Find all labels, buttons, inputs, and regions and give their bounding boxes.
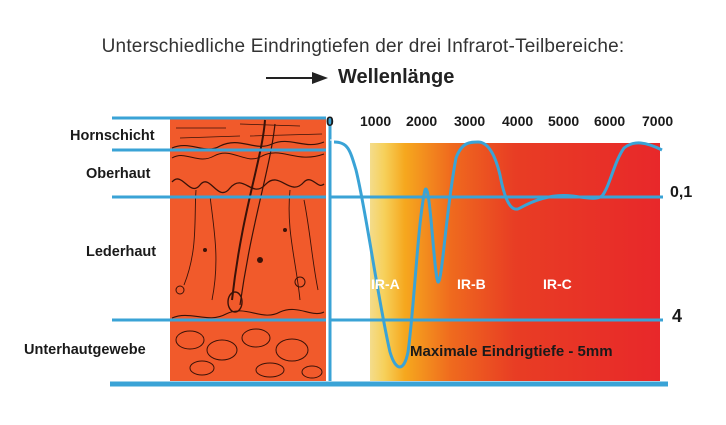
- layer-lines: [110, 116, 668, 387]
- layer-label-unterhautgewebe: Unterhautgewebe: [24, 342, 146, 358]
- x-tick-label: 7000: [642, 113, 674, 129]
- x-tick-label: 4000: [502, 113, 534, 129]
- band-label-ir-c: IR-C: [543, 276, 572, 292]
- x-tick-label: 0: [326, 113, 334, 129]
- x-tick-label: 6000: [594, 113, 626, 129]
- diagram-title: Unterschiedliche Eindringtiefen der drei…: [101, 36, 625, 57]
- x-tick-label: 1000: [360, 113, 392, 129]
- penetration-curve: [333, 140, 663, 369]
- layer-label-hornschicht: Hornschicht: [70, 128, 155, 144]
- layer-label-lederhaut: Lederhaut: [86, 244, 157, 260]
- depth-tick-label: 0,1: [670, 184, 693, 201]
- max-depth-label: Maximale Eindrigtiefe - 5mm: [410, 343, 613, 360]
- band-label-ir-b: IR-B: [457, 276, 486, 292]
- band-label-ir-a: IR-A: [371, 276, 400, 292]
- depth-tick-label: 4: [672, 306, 683, 326]
- x-tick-label: 5000: [548, 113, 580, 129]
- x-tick-label: 3000: [454, 113, 486, 129]
- x-tick-label: 2000: [406, 113, 438, 129]
- ir-gradient-area: [370, 143, 660, 381]
- wavelength-arrow-icon: [266, 72, 328, 84]
- layer-label-oberhaut: Oberhaut: [86, 166, 151, 182]
- skin-section: [170, 118, 326, 381]
- wavelength-label: Wellenlänge: [338, 66, 455, 88]
